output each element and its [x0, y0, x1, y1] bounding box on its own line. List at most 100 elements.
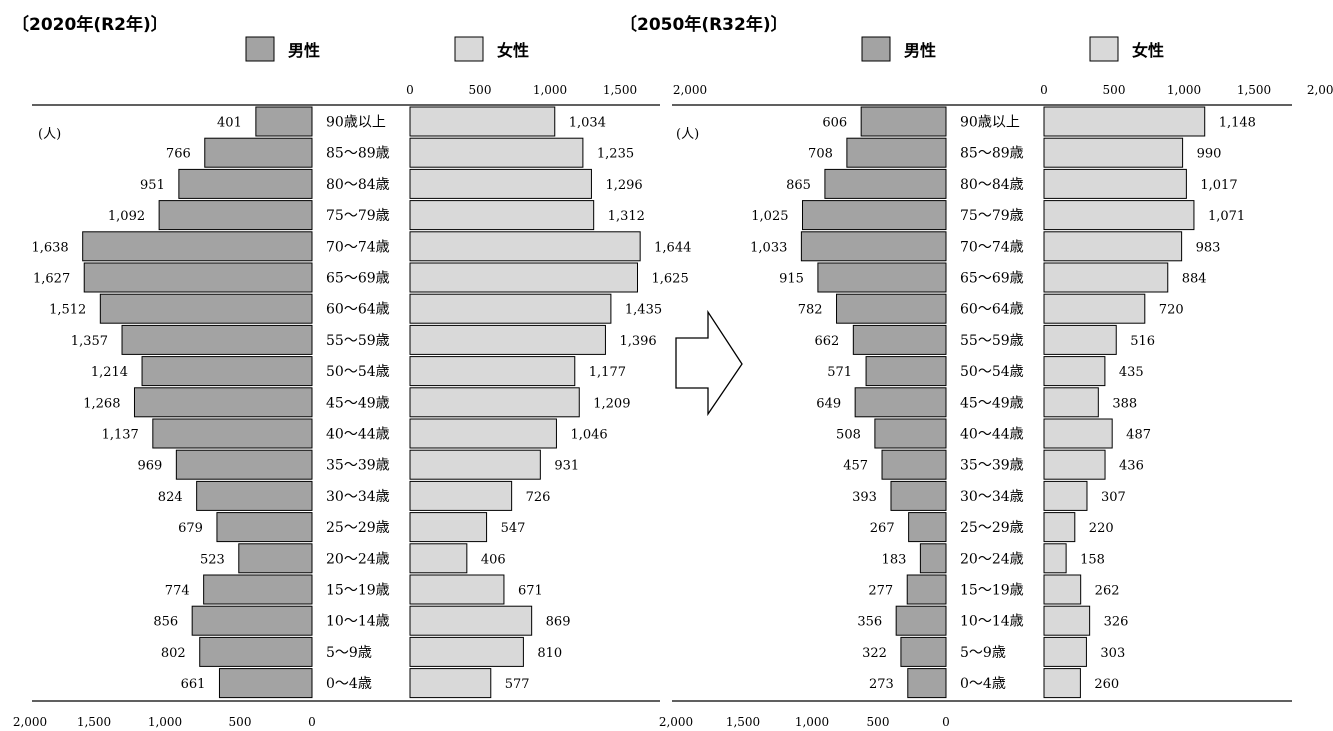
- female-bar: [409, 449, 541, 480]
- female-bar: [1043, 137, 1184, 168]
- age-group-label: 15～19歳: [326, 583, 390, 599]
- male-value-label: 1,627: [33, 272, 70, 287]
- male-bar: [865, 356, 947, 387]
- age-group-label: 0～4歳: [960, 676, 1006, 692]
- male-value-label: 661: [181, 677, 206, 692]
- female-bar: [1043, 543, 1067, 574]
- female-value-label: 303: [1100, 646, 1125, 661]
- male-value-label: 802: [161, 646, 186, 661]
- male-value-label: 969: [138, 459, 163, 474]
- age-group-label: 75～79歳: [326, 208, 390, 224]
- male-value-label: 915: [779, 272, 804, 287]
- female-value-label: 487: [1126, 428, 1151, 443]
- unit-label: (人): [38, 127, 61, 142]
- male-value-label: 183: [882, 552, 907, 567]
- female-bar: [409, 543, 468, 574]
- age-group-label: 25～29歳: [960, 520, 1024, 536]
- male-axis-tick: 500: [867, 715, 890, 729]
- female-value-label: 1,046: [570, 428, 607, 443]
- legend-swatch-male: [245, 36, 275, 62]
- female-value-label: 158: [1080, 552, 1105, 567]
- female-value-label: 220: [1089, 521, 1114, 536]
- male-bar: [881, 449, 947, 480]
- age-group-label: 65～69歳: [326, 271, 390, 287]
- legend-label-female: 女性: [497, 41, 529, 60]
- age-group-label: 35～39歳: [960, 458, 1024, 474]
- female-bar: [409, 137, 584, 168]
- female-axis-tick: 0: [406, 83, 414, 97]
- female-value-label: 388: [1112, 396, 1137, 411]
- female-value-label: 1,435: [625, 303, 662, 318]
- female-value-label: 1,148: [1219, 116, 1256, 131]
- age-group-label: 50～54歳: [960, 364, 1024, 380]
- male-bar: [152, 418, 313, 449]
- female-bar: [1043, 324, 1117, 355]
- female-value-label: 1,644: [654, 240, 691, 255]
- female-value-label: 1,209: [593, 396, 630, 411]
- male-bar: [196, 480, 313, 511]
- male-bar: [133, 387, 313, 418]
- male-value-label: 457: [843, 459, 868, 474]
- female-bar: [1043, 480, 1088, 511]
- female-value-label: 1,625: [652, 272, 689, 287]
- male-bar: [852, 324, 947, 355]
- female-value-label: 1,017: [1200, 178, 1237, 193]
- female-bar: [1043, 636, 1087, 667]
- male-value-label: 508: [836, 428, 861, 443]
- female-bar: [409, 418, 557, 449]
- female-axis-tick: 1,000: [1167, 83, 1201, 97]
- legend-label-male: 男性: [288, 41, 320, 60]
- male-value-label: 1,512: [49, 303, 86, 318]
- female-bar: [1043, 574, 1082, 605]
- female-axis-tick: 2,000: [673, 83, 707, 97]
- age-group-label: 50～54歳: [326, 364, 390, 380]
- female-value-label: 983: [1196, 240, 1221, 255]
- age-group-label: 80～84歳: [960, 177, 1024, 193]
- male-bar: [121, 324, 313, 355]
- age-group-label: 40～44歳: [960, 427, 1024, 443]
- female-axis-tick: 1,500: [1237, 83, 1271, 97]
- female-bar: [1043, 449, 1106, 480]
- male-axis-tick: 1,500: [726, 715, 760, 729]
- male-axis-tick: 1,500: [77, 715, 111, 729]
- male-value-label: 1,137: [102, 428, 139, 443]
- male-bar: [238, 543, 313, 574]
- male-bar: [199, 636, 313, 667]
- female-bar: [409, 574, 505, 605]
- female-bar: [409, 106, 556, 137]
- right-arrow-icon: [675, 309, 743, 417]
- pyramid-2050: 〔2050年(R32年)〕男性 女性 0 500 1,000 1,500 2,000 2,00…: [620, 14, 1333, 729]
- chart-title: 〔2020年(R2年)〕: [12, 14, 168, 35]
- male-bar: [836, 293, 947, 324]
- male-bar: [158, 200, 313, 231]
- female-bar: [409, 168, 592, 199]
- female-bar: [1043, 262, 1169, 293]
- female-bar: [1043, 605, 1091, 636]
- male-value-label: 774: [165, 584, 190, 599]
- female-value-label: 884: [1182, 272, 1207, 287]
- legend-swatch-female: [454, 36, 484, 62]
- male-value-label: 322: [862, 646, 887, 661]
- age-group-label: 40～44歳: [326, 427, 390, 443]
- male-bar: [175, 449, 313, 480]
- female-value-label: 990: [1197, 147, 1222, 162]
- male-axis-tick: 0: [942, 715, 950, 729]
- female-bar: [1043, 168, 1187, 199]
- male-value-label: 1,357: [71, 334, 108, 349]
- male-value-label: 782: [798, 303, 823, 318]
- female-bar: [1043, 106, 1206, 137]
- male-value-label: 571: [827, 365, 852, 380]
- female-bar: [409, 387, 580, 418]
- male-value-label: 649: [816, 396, 841, 411]
- female-bar: [409, 200, 595, 231]
- male-axis-tick: 1,000: [148, 715, 182, 729]
- male-value-label: 951: [140, 178, 165, 193]
- age-group-label: 90歳以上: [960, 115, 1020, 131]
- male-value-label: 1,025: [751, 209, 788, 224]
- male-bar: [895, 605, 947, 636]
- male-bar: [817, 262, 947, 293]
- male-value-label: 523: [200, 552, 225, 567]
- male-value-label: 1,092: [108, 209, 145, 224]
- female-value-label: 1,177: [589, 365, 626, 380]
- female-value-label: 435: [1119, 365, 1144, 380]
